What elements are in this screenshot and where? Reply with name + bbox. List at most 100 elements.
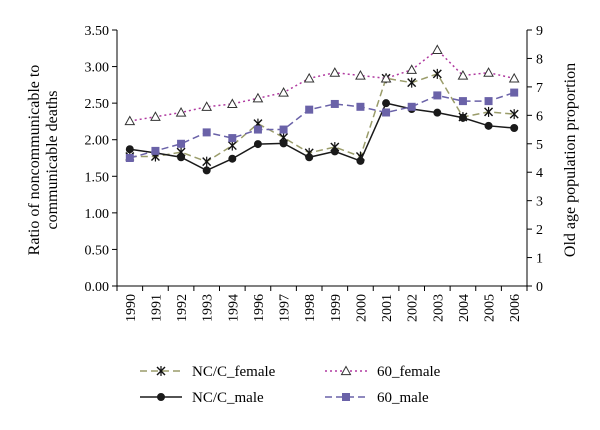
data-point-NC/C_male — [484, 121, 493, 130]
data-point-60_female — [406, 64, 418, 74]
series-line-60_female — [129, 48, 515, 122]
data-point-60_male — [253, 125, 262, 134]
series-group — [124, 44, 520, 175]
data-point-60_male — [458, 97, 467, 106]
y-left-tick-label: 3.00 — [85, 61, 110, 76]
data-point-60_female — [201, 101, 213, 111]
y-right-tick-label: 5 — [536, 138, 543, 153]
x-tick-label: 1998 — [303, 294, 318, 322]
x-axis: 1990 1991 1992 1993 1994 1996 1997 1998 1999 2000… — [116, 285, 528, 322]
data-point-60_male — [125, 154, 134, 162]
data-point-NC/C_male — [202, 166, 211, 175]
legend-item: 60_female — [325, 364, 441, 380]
y-right-tick-label: 8 — [536, 52, 543, 67]
y-right-tick-label: 2 — [536, 223, 543, 238]
data-point-60_male — [356, 102, 365, 111]
data-point-NC/C_male — [510, 124, 519, 133]
x-tick-label: 2006 — [508, 294, 523, 322]
y-left-tick-label: 2.50 — [85, 97, 110, 112]
y-right-tick-label: 7 — [536, 81, 543, 96]
data-point-NC/C_male — [458, 113, 467, 122]
data-point-60_male — [151, 146, 160, 155]
y-axis-right-title: Old age population proportion — [562, 63, 579, 257]
y-axis-left-title-line-1: Ratio of noncommunicable to — [26, 65, 43, 256]
y-left-tick-label: 1.50 — [85, 170, 110, 185]
x-tick-label: 1996 — [252, 294, 267, 322]
data-point-60_female — [431, 44, 443, 55]
legend-label: NC/C_female — [192, 364, 276, 380]
data-point-60_male — [407, 102, 416, 111]
data-point-NC/C_female — [509, 109, 519, 120]
data-point-60_male — [177, 139, 186, 148]
data-point-NC/C_female — [484, 106, 494, 117]
data-point-NC/C_female — [202, 156, 212, 167]
series-line-NC/C_male — [129, 102, 515, 172]
x-tick-label: 1993 — [201, 294, 216, 322]
x-tick-label: 1997 — [278, 294, 293, 322]
data-point-NC/C_male — [228, 154, 237, 163]
data-point-60_female — [226, 98, 238, 109]
data-point-60_male — [305, 105, 314, 114]
data-point-NC/C_male — [125, 145, 134, 154]
data-point-60_male — [484, 97, 493, 106]
legend-label: 60_male — [377, 390, 429, 406]
x-tick-label: 1991 — [149, 294, 164, 322]
y-left-tick-label: 3.50 — [85, 24, 110, 39]
legend-marker — [156, 366, 166, 376]
y-left-tick-label: 2.00 — [85, 134, 110, 149]
series-line-NC/C_female — [129, 72, 515, 163]
y-right-tick-label: 0 — [536, 280, 543, 295]
data-point-NC/C_male — [305, 153, 314, 162]
x-tick-label: 2003 — [431, 294, 446, 322]
data-point-60_female — [278, 87, 289, 97]
legend-label: NC/C_male — [192, 390, 264, 406]
data-point-NC/C_female — [407, 77, 417, 88]
data-point-60_female — [303, 72, 315, 83]
y-left-tick-label: 0.00 — [85, 280, 110, 295]
data-point-60_male — [510, 88, 519, 97]
data-point-60_female — [175, 106, 187, 117]
data-point-NC/C_male — [382, 99, 391, 108]
data-point-NC/C_female — [227, 140, 237, 151]
data-point-60_female — [355, 69, 366, 80]
y-axis-left: 0.00 0.50 1.00 1.50 2.00 2.50 3.00 3.50 — [85, 24, 118, 295]
data-point-60_female — [508, 72, 520, 83]
data-point-NC/C_female — [432, 68, 442, 79]
y-axis-right: 0 1 2 3 4 5 6 7 8 9 — [526, 24, 543, 295]
legend-item: NC/C_male — [140, 390, 264, 406]
x-tick-label: 2000 — [354, 294, 369, 322]
legend-marker — [340, 365, 352, 376]
data-point-NC/C_male — [279, 139, 288, 148]
data-point-60_male — [228, 134, 237, 143]
data-point-60_female — [124, 115, 136, 126]
x-tick-label: 1999 — [329, 294, 344, 322]
x-tick-label: 1994 — [226, 294, 241, 322]
legend: NC/C_female 60_female NC/C_male 60_male — [140, 364, 441, 406]
data-point-60_male — [330, 99, 339, 108]
legend-item: NC/C_female — [140, 364, 276, 380]
y-right-tick-label: 1 — [536, 252, 543, 267]
y-right-tick-label: 4 — [536, 166, 543, 181]
data-point-60_female — [150, 111, 161, 121]
series-line-60_male — [129, 91, 515, 159]
y-right-tick-label: 3 — [536, 195, 543, 210]
x-tick-label: 1990 — [124, 294, 139, 322]
x-tick-label: 2005 — [483, 294, 498, 322]
x-tick-label: 2002 — [406, 294, 421, 322]
data-point-60_female — [380, 72, 392, 83]
y-right-tick-label: 9 — [536, 24, 543, 39]
data-point-NC/C_male — [356, 156, 365, 165]
data-point-60_male — [382, 108, 391, 117]
y-left-tick-label: 1.00 — [85, 207, 110, 222]
data-point-60_female — [483, 67, 494, 77]
y-left-tick-label: 0.50 — [85, 243, 110, 258]
data-point-60_male — [279, 125, 288, 134]
data-point-NC/C_male — [330, 147, 339, 156]
y-right-tick-label: 6 — [536, 109, 543, 124]
data-point-60_female — [457, 69, 469, 80]
data-point-60_female — [329, 67, 341, 77]
y-axis-left-title-line-2: communicable deaths — [44, 90, 61, 229]
x-tick-label: 2004 — [457, 294, 472, 322]
data-point-NC/C_male — [253, 140, 262, 149]
